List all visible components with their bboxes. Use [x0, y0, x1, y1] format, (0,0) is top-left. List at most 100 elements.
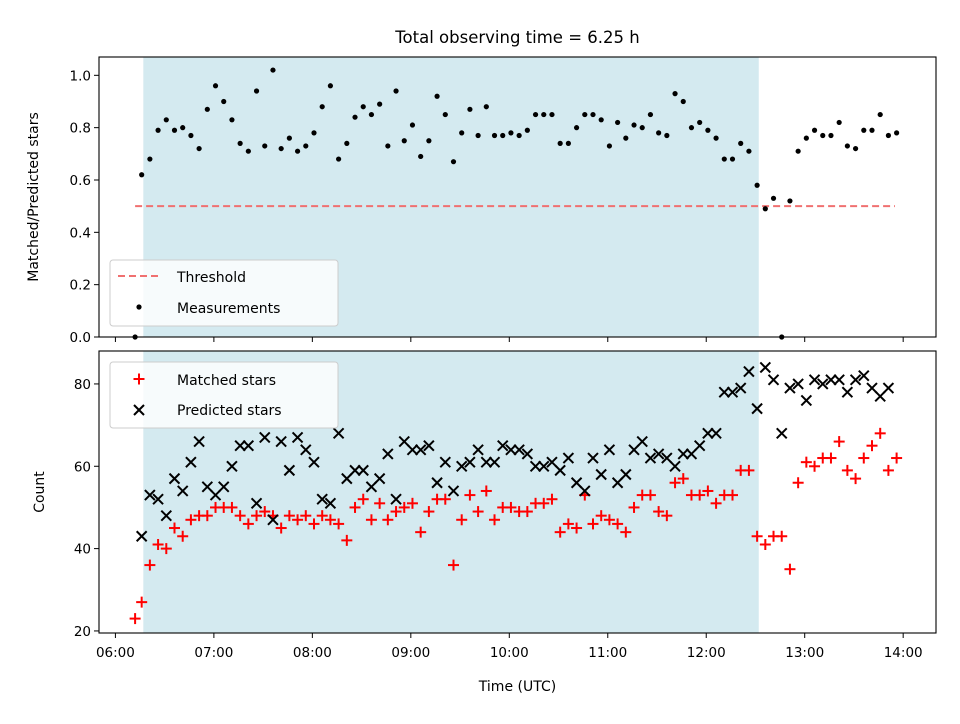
predicted-star-point — [858, 369, 870, 382]
cross-stroke-b — [858, 369, 870, 382]
cross-stroke-b — [480, 456, 493, 468]
predicted-star-point — [144, 489, 156, 501]
predicted-star-point — [603, 444, 616, 456]
predicted-star-point — [275, 435, 287, 448]
measurement-point — [253, 88, 260, 94]
matched-star-point — [833, 436, 845, 448]
measurement-point — [278, 145, 284, 152]
measurement-point — [828, 132, 834, 139]
cross-stroke-b — [357, 464, 369, 477]
matched-star-point — [677, 473, 689, 485]
measurement-point — [688, 125, 695, 131]
measurement-point — [705, 127, 711, 133]
measurement-point — [606, 143, 613, 149]
measurement-point — [237, 140, 243, 146]
predicted-star-point — [439, 456, 451, 468]
x-tick-label: 11:00 — [588, 645, 627, 661]
predicted-star-point — [267, 514, 279, 526]
measurement-point — [557, 140, 563, 146]
measurement-point — [303, 143, 309, 149]
matched-star-point — [185, 514, 197, 526]
matched-star-point — [809, 460, 821, 472]
matched-star-point — [800, 456, 812, 468]
predicted-star-point — [414, 444, 427, 456]
measurement-point — [820, 132, 826, 139]
cross-stroke-b — [488, 456, 501, 468]
matched-star-point — [653, 506, 665, 518]
matched-star-point — [316, 510, 328, 522]
predicted-star-point — [784, 382, 796, 394]
cross-stroke-b — [661, 452, 673, 464]
predicted-star-point — [373, 472, 386, 485]
measurement-point — [204, 106, 210, 112]
predicted-star-point — [734, 382, 747, 394]
predicted-star-point — [316, 493, 328, 505]
matched-star-point — [234, 510, 246, 522]
matched-star-point — [874, 427, 886, 439]
predicted-star-point — [669, 460, 681, 472]
cross-stroke-b — [595, 468, 607, 481]
measurement-point — [418, 153, 424, 160]
predicted-star-point — [218, 481, 230, 493]
measurement-point — [450, 159, 457, 165]
cross-stroke-b — [267, 514, 279, 526]
cross-stroke-b — [603, 444, 616, 456]
predicted-star-point — [455, 460, 468, 472]
bottom-legend-box — [109, 361, 339, 429]
measurement-point — [500, 132, 506, 139]
cross-stroke-b — [570, 477, 583, 489]
predicted-star-point — [135, 530, 148, 542]
measurement-point — [155, 127, 161, 133]
measurement-point — [401, 138, 407, 144]
measurement-point — [787, 198, 793, 204]
matched-star-point — [644, 489, 656, 501]
predicted-star-point — [808, 374, 821, 386]
predicted-star-point — [242, 439, 255, 452]
measurement-point — [770, 195, 777, 201]
legend-cross-marker — [133, 404, 145, 416]
predicted-star-point — [792, 378, 804, 390]
measurement-point — [852, 145, 859, 152]
predicted-stars-series — [135, 361, 895, 542]
measurement-point — [270, 67, 276, 73]
matched-star-point — [480, 485, 492, 497]
matched-star-point — [628, 501, 640, 513]
measurement-point — [459, 130, 465, 136]
matched-star-point — [612, 518, 624, 530]
top-x-ticks — [114, 337, 904, 342]
cross-stroke-b — [308, 456, 320, 468]
measurement-point — [754, 182, 760, 188]
cross-stroke-b — [529, 460, 542, 472]
measurement-point — [286, 135, 292, 141]
y-tick-label: 60 — [74, 459, 91, 475]
predicted-star-point — [193, 435, 205, 448]
matched-star-point — [283, 510, 295, 522]
measurement-point — [327, 83, 334, 89]
cross-stroke-b — [133, 404, 145, 416]
matched-star-point — [505, 501, 517, 513]
top-panel: 0.0 0.2 0.4 0.6 0.8 1.0 Total observing time … — [26, 28, 937, 346]
predicted-star-point — [324, 497, 337, 510]
y-tick-label: 0.4 — [70, 225, 91, 241]
predicted-star-point — [538, 460, 550, 472]
matched-star-point — [341, 534, 353, 546]
measurement-point — [697, 119, 703, 126]
predicted-star-point — [817, 378, 829, 390]
measurement-point — [147, 156, 153, 162]
matched-star-point — [710, 497, 722, 509]
predicted-star-point — [751, 402, 763, 415]
legend-matched-label: Matched stars — [177, 373, 276, 389]
matched-star-point — [858, 452, 870, 464]
cross-stroke-b — [439, 456, 451, 468]
cross-stroke-b — [636, 435, 648, 448]
cross-stroke-b — [332, 427, 345, 440]
cross-stroke-b — [168, 472, 181, 485]
cross-stroke-b — [702, 427, 714, 440]
matched-star-point — [144, 559, 156, 571]
measurement-point — [811, 127, 818, 133]
cross-stroke-b — [792, 378, 804, 390]
measurement-point — [582, 111, 588, 118]
predicted-star-point — [513, 444, 525, 456]
predicted-star-point — [579, 485, 591, 497]
matched-star-point — [398, 501, 410, 513]
